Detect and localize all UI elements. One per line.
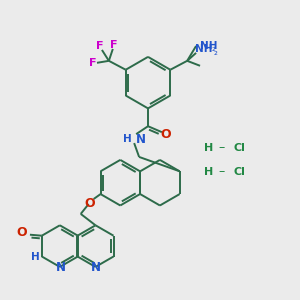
Text: F: F <box>96 41 104 51</box>
Text: H: H <box>31 253 39 262</box>
Text: O: O <box>160 128 171 141</box>
Text: O: O <box>84 196 95 209</box>
Text: N: N <box>91 261 100 274</box>
Text: H: H <box>204 143 213 153</box>
Text: F: F <box>110 40 118 50</box>
Text: N: N <box>136 133 146 146</box>
Text: –: – <box>218 165 224 178</box>
Text: N: N <box>56 261 66 274</box>
Text: Cl: Cl <box>233 143 245 153</box>
Text: Cl: Cl <box>233 167 245 177</box>
Text: F: F <box>89 58 97 68</box>
Text: ₂: ₂ <box>212 43 215 53</box>
Text: H: H <box>204 167 213 177</box>
Text: H: H <box>123 134 132 144</box>
Text: ₂: ₂ <box>214 47 218 57</box>
Text: NH: NH <box>195 44 213 54</box>
Text: NH: NH <box>200 41 218 51</box>
Text: –: – <box>218 142 224 154</box>
Text: O: O <box>17 226 27 239</box>
